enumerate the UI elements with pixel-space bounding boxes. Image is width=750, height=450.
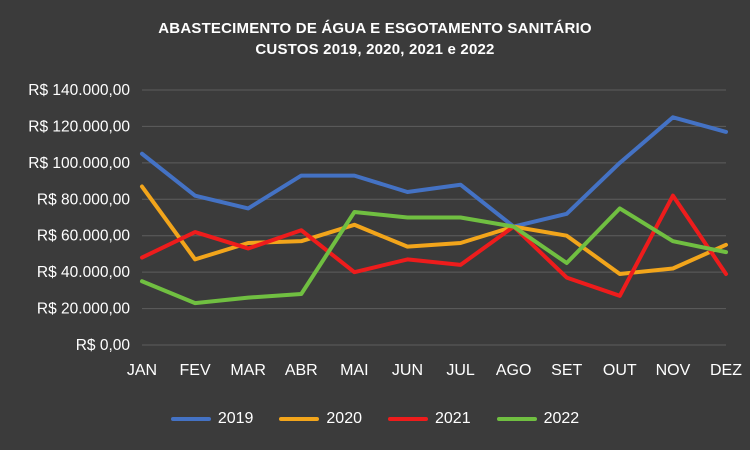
legend-swatch-2021 bbox=[388, 417, 428, 421]
y-tick-label: R$ 0,00 bbox=[76, 337, 131, 354]
legend-label-2021: 2021 bbox=[435, 410, 471, 427]
series-line-2021 bbox=[140, 193, 728, 298]
legend-item-2021: 2021 bbox=[388, 410, 471, 428]
legend-label-2020: 2020 bbox=[326, 410, 362, 427]
chart-title: ABASTECIMENTO DE ÁGUA E ESGOTAMENTO SANI… bbox=[0, 18, 750, 60]
legend-item-2019: 2019 bbox=[170, 410, 254, 428]
chart-title-line1: ABASTECIMENTO DE ÁGUA E ESGOTAMENTO SANI… bbox=[158, 20, 592, 37]
x-tick-label: JAN bbox=[127, 362, 157, 379]
x-tick-label: NOV bbox=[656, 362, 691, 379]
y-tick-label: R$ 140.000,00 bbox=[28, 82, 130, 99]
legend-label-2019: 2019 bbox=[217, 410, 254, 427]
legend-item-2022: 2022 bbox=[496, 410, 580, 428]
x-tick-label: SET bbox=[551, 362, 582, 379]
x-tick-label: FEV bbox=[180, 362, 211, 379]
x-tick-label: DEZ bbox=[710, 362, 742, 379]
legend-swatch-2022 bbox=[496, 417, 537, 421]
x-tick-label: MAR bbox=[230, 362, 266, 379]
legend-swatch-2020 bbox=[279, 417, 320, 421]
chart-title-line2: CUSTOS 2019, 2020, 2021 e 2022 bbox=[255, 41, 495, 58]
series-line-2019 bbox=[140, 115, 728, 229]
y-tick-label: R$ 40.000,00 bbox=[37, 264, 130, 281]
y-tick-label: R$ 120.000,00 bbox=[28, 118, 130, 135]
x-tick-label: OUT bbox=[603, 362, 637, 379]
x-tick-label: AGO bbox=[496, 362, 532, 379]
legend-label-2022: 2022 bbox=[543, 410, 580, 427]
legend: 2019 2020 2021 2022 bbox=[0, 410, 750, 428]
x-tick-label: JUN bbox=[392, 362, 423, 379]
x-tick-label: ABR bbox=[285, 362, 318, 379]
y-tick-label: R$ 20.000,00 bbox=[37, 301, 130, 318]
y-tick-label: R$ 100.000,00 bbox=[28, 155, 130, 172]
legend-item-2020: 2020 bbox=[279, 410, 362, 428]
y-tick-label: R$ 60.000,00 bbox=[37, 228, 130, 245]
y-tick-label: R$ 80.000,00 bbox=[37, 191, 130, 208]
series-line-2022 bbox=[140, 206, 728, 306]
x-tick-label: MAI bbox=[340, 362, 368, 379]
x-tick-label: JUL bbox=[446, 362, 475, 379]
legend-swatch-2019 bbox=[170, 417, 211, 421]
